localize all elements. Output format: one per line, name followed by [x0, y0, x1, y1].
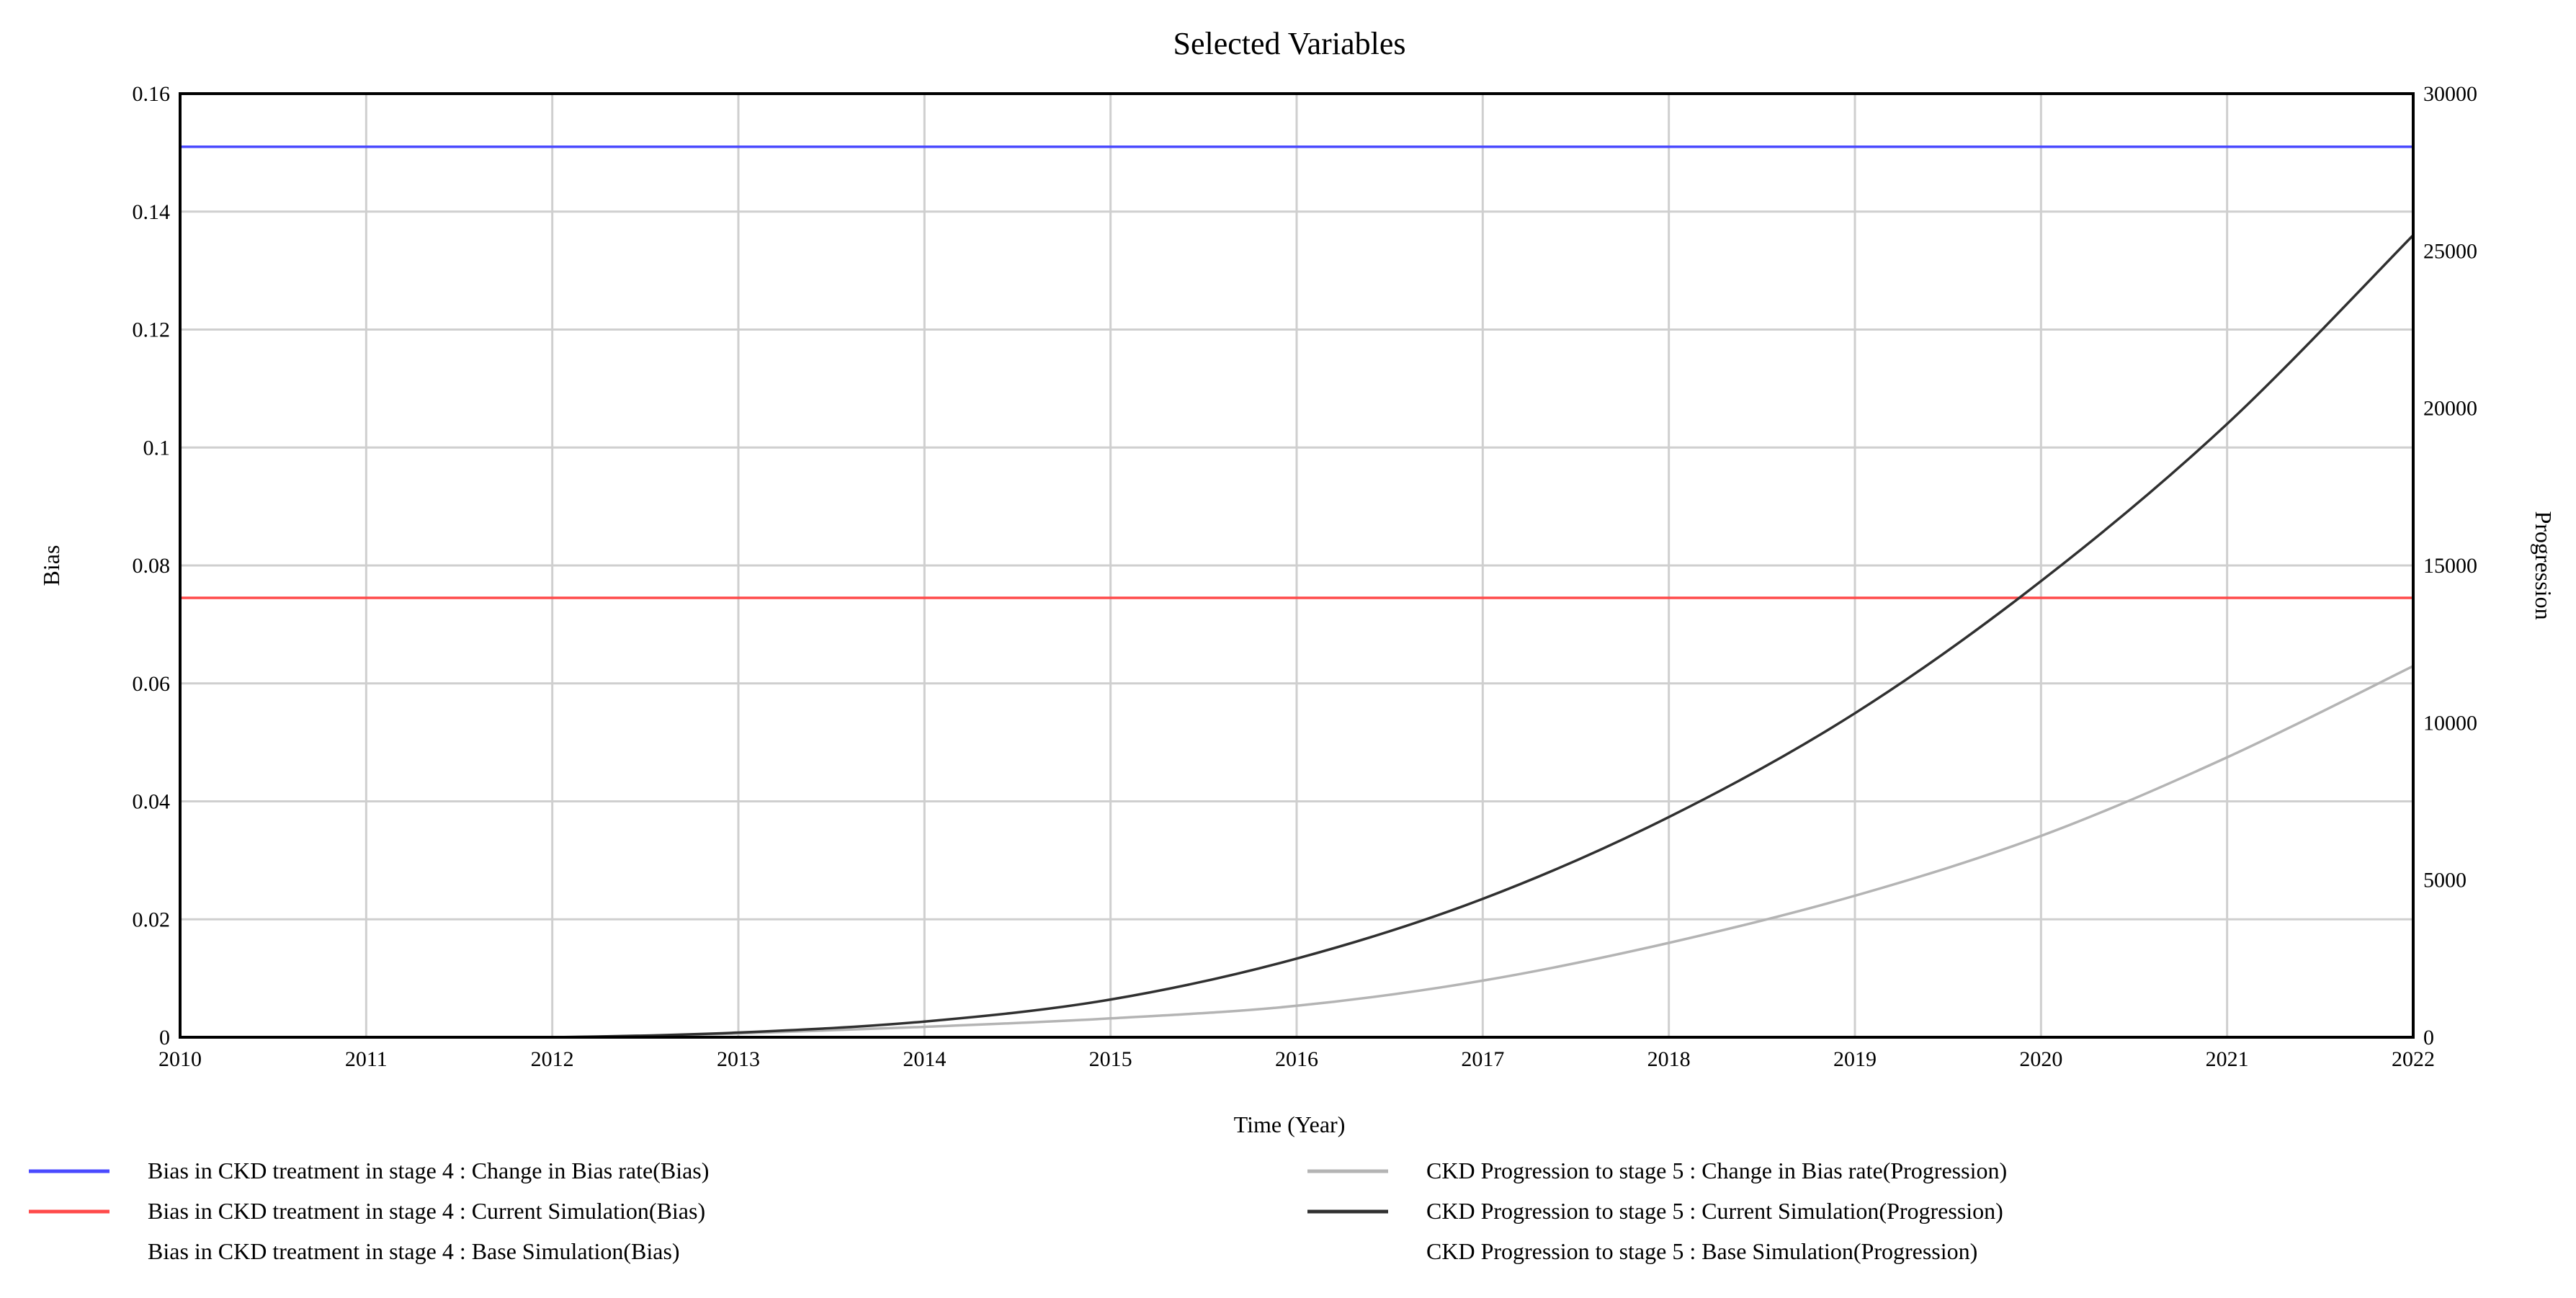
legend: Bias in CKD treatment in stage 4 : Chang… [29, 1158, 2007, 1264]
y-left-tick-label: 0.12 [133, 318, 171, 342]
y-right-tick-label: 5000 [2423, 869, 2467, 892]
y-left-tick-label: 0.08 [133, 554, 171, 578]
x-tick-label: 2018 [1647, 1047, 1691, 1071]
y-right-tick-label: 25000 [2423, 239, 2477, 263]
y-left-tick-label: 0 [159, 1026, 170, 1049]
y-left-tick-label: 0.04 [133, 790, 171, 814]
x-tick-label: 2012 [531, 1047, 574, 1071]
x-tick-label: 2010 [158, 1047, 202, 1071]
tick-layer: 2010 2011 2012 2013 2014 2015 2016 2017 2018 2019… [133, 82, 2478, 1071]
legend-label: Bias in CKD treatment in stage 4 : Base … [148, 1238, 680, 1264]
y-left-tick-label: 0.1 [143, 436, 171, 460]
x-tick-label: 2013 [717, 1047, 760, 1071]
y-left-tick-label: 0.06 [133, 672, 171, 696]
y-left-tick-label: 0.02 [133, 908, 171, 931]
legend-label: CKD Progression to stage 5 : Base Simula… [1426, 1238, 1977, 1264]
y-right-tick-label: 20000 [2423, 397, 2477, 421]
y-right-tick-label: 10000 [2423, 711, 2477, 735]
y-right-tick-label: 0 [2423, 1026, 2434, 1049]
legend-label: CKD Progression to stage 5 : Change in B… [1426, 1158, 2007, 1183]
y-left-tick-label: 0.14 [133, 200, 171, 224]
x-tick-label: 2011 [345, 1047, 388, 1071]
plot-area-frame [179, 92, 2415, 1039]
legend-label: Bias in CKD treatment in stage 4 : Curre… [148, 1198, 705, 1224]
chart-title: Selected Variables [1173, 26, 1406, 61]
y-axis-title-left: Bias [38, 545, 64, 586]
x-axis-title: Time (Year) [1234, 1111, 1346, 1137]
y-left-tick-label: 0.16 [133, 82, 171, 106]
x-tick-label: 2019 [1833, 1047, 1877, 1071]
grid-layer [180, 94, 2413, 1037]
legend-label: Bias in CKD treatment in stage 4 : Chang… [148, 1158, 709, 1183]
x-tick-label: 2016 [1275, 1047, 1318, 1071]
y-right-tick-label: 15000 [2423, 554, 2477, 578]
y-axis-title-right: Progression [2531, 511, 2557, 619]
x-tick-label: 2015 [1089, 1047, 1132, 1071]
legend-label: CKD Progression to stage 5 : Current Sim… [1426, 1198, 2003, 1224]
x-tick-label: 2020 [2019, 1047, 2062, 1071]
x-tick-label: 2014 [903, 1047, 946, 1071]
x-tick-label: 2017 [1461, 1047, 1504, 1071]
x-tick-label: 2022 [2392, 1047, 2435, 1071]
y-right-tick-label: 30000 [2423, 82, 2477, 106]
x-tick-label: 2021 [2206, 1047, 2249, 1071]
